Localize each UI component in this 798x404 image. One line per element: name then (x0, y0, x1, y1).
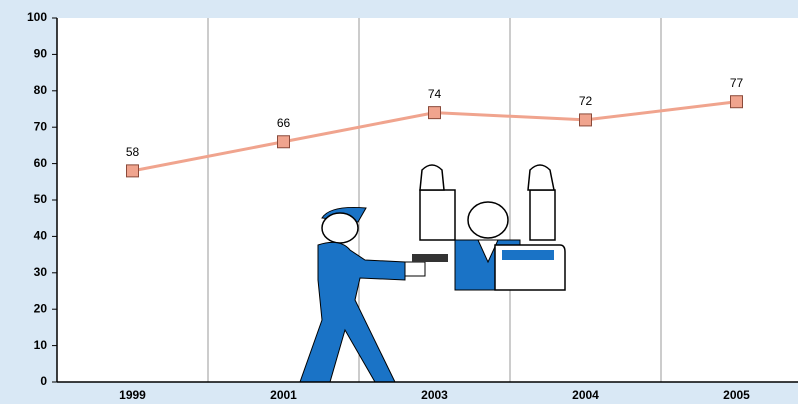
point-marker (579, 113, 592, 127)
x-tick-label: 2001 (270, 388, 297, 402)
marks: 58 66 74 72 77 (126, 76, 744, 178)
y-tick-label: 40 (34, 229, 48, 243)
gun (412, 254, 448, 262)
data-label: 66 (277, 116, 291, 130)
counter-stripe (502, 250, 554, 260)
point-marker (428, 106, 441, 120)
y-tick-label: 20 (34, 301, 48, 315)
robber-head (467, 201, 509, 239)
data-label: 58 (126, 145, 140, 159)
robber-hand (527, 164, 555, 191)
police-head (321, 212, 359, 244)
data-label: 77 (730, 76, 744, 90)
robber-arm (529, 189, 556, 241)
x-tick-label: 2004 (572, 388, 599, 402)
y-tick-label: 10 (34, 338, 48, 352)
clip-art (299, 164, 566, 383)
y-tick-label: 80 (34, 83, 48, 97)
x-tick-label: 2003 (421, 388, 448, 402)
y-tick-label: 0 (40, 374, 47, 388)
robber-arm (419, 189, 456, 241)
y-tick-label: 70 (34, 119, 48, 133)
point-marker (126, 164, 139, 178)
robber-hand (419, 164, 445, 191)
point-marker (730, 95, 743, 109)
y-tick-label: 90 (34, 47, 48, 61)
y-tick-label: 60 (34, 156, 48, 170)
data-label: 74 (428, 87, 442, 101)
y-tick-label: 50 (34, 192, 48, 206)
data-label: 72 (579, 94, 593, 108)
police-hand (404, 261, 426, 277)
x-tick-label: 2005 (723, 388, 750, 402)
y-tick-label: 30 (34, 265, 48, 279)
y-tick-label: 100 (27, 10, 47, 24)
point-marker (277, 135, 290, 149)
x-tick-label: 1999 (119, 388, 146, 402)
robber-collar (477, 239, 499, 264)
